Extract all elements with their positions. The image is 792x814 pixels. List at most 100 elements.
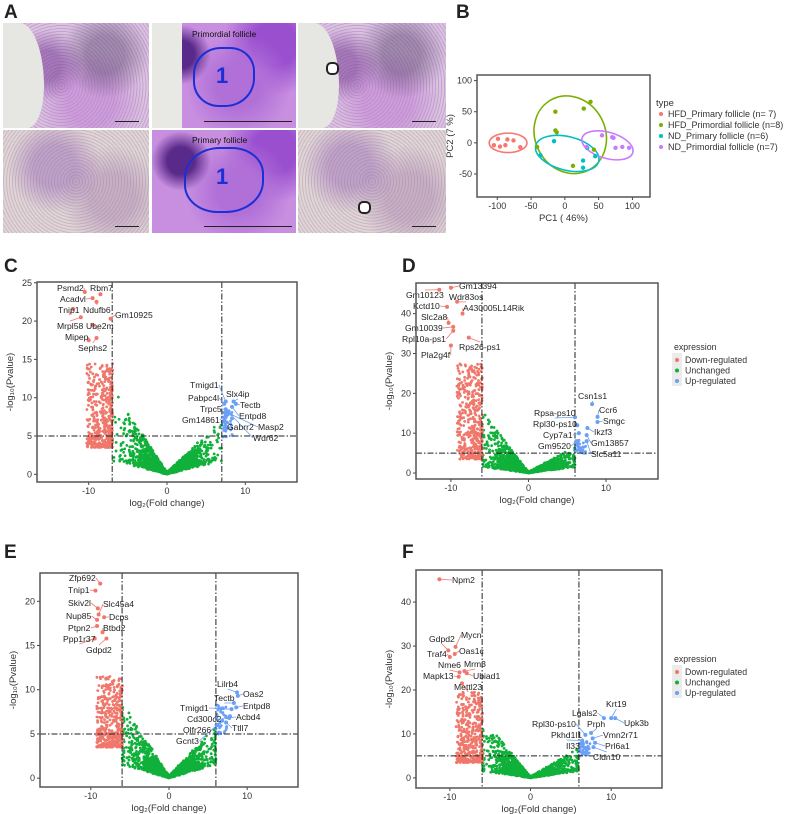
gene-point xyxy=(473,409,477,413)
x-tick-label: 0 xyxy=(562,201,567,211)
gene-point xyxy=(134,461,138,465)
gene-point xyxy=(472,433,476,437)
gene-point xyxy=(485,441,489,445)
gene-point xyxy=(204,755,208,758)
gene-point xyxy=(156,465,160,469)
gene-point xyxy=(141,464,145,467)
gene-point xyxy=(467,370,471,374)
gene-point xyxy=(126,724,129,728)
legend-entry: Down-regulated xyxy=(685,355,747,365)
gene-point xyxy=(123,727,127,731)
gene-label: Rbm7 xyxy=(90,283,113,293)
gene-point xyxy=(460,380,464,384)
gene-point xyxy=(199,460,203,463)
gene-point xyxy=(132,454,135,458)
gene-point xyxy=(122,460,126,463)
gene-point xyxy=(484,458,488,462)
gene-point xyxy=(85,418,89,422)
x-tick-label: 50 xyxy=(594,201,604,211)
gene-point xyxy=(468,412,472,416)
gene-point xyxy=(476,362,479,366)
gene-point xyxy=(191,446,194,450)
gene-point xyxy=(519,463,523,467)
gene-point xyxy=(456,367,460,370)
gene-point xyxy=(186,461,190,464)
gene-point xyxy=(170,469,174,473)
gene-point xyxy=(119,426,123,430)
gene-point xyxy=(218,426,222,429)
y-tick-label: 30 xyxy=(401,349,411,359)
gene-point xyxy=(105,363,109,367)
gene-label: Kctd10 xyxy=(413,301,440,311)
gene-point xyxy=(204,450,208,454)
gene-point xyxy=(100,410,104,413)
gene-point xyxy=(466,414,470,417)
gene-point xyxy=(135,438,139,442)
legend-key xyxy=(675,368,679,373)
gene-point xyxy=(159,461,163,465)
gene-point xyxy=(196,441,199,445)
gene-point xyxy=(95,392,99,396)
y-tick-label: 20 xyxy=(22,316,32,326)
pca-point xyxy=(570,163,576,169)
gene-point xyxy=(118,459,122,463)
gene-point xyxy=(92,428,96,432)
x-tick-label: -100 xyxy=(488,201,506,211)
pca-point xyxy=(495,136,501,142)
gene-point xyxy=(127,429,131,433)
gene-point xyxy=(567,455,571,459)
gene-label: Gm10039 xyxy=(405,323,443,333)
gene-label: A430005L14Rik xyxy=(463,303,525,313)
gene-point xyxy=(192,452,196,456)
gene-point xyxy=(218,446,222,450)
gene-label: Psmd2 xyxy=(57,283,84,293)
gene-point xyxy=(121,457,124,461)
gene-point xyxy=(86,398,90,402)
gene-point xyxy=(542,468,546,472)
gene-label: Ube2m xyxy=(86,321,114,331)
gene-point xyxy=(487,435,491,439)
gene-point xyxy=(546,462,550,465)
gene-point xyxy=(539,464,543,468)
gene-point xyxy=(122,451,126,454)
gene-point xyxy=(168,469,172,473)
gene-point xyxy=(457,427,461,430)
gene-point xyxy=(208,440,212,444)
gene-point xyxy=(91,425,95,429)
gene-point xyxy=(475,433,479,437)
gene-point xyxy=(575,444,579,447)
gene-point xyxy=(563,455,566,459)
gene-point xyxy=(478,406,481,410)
gene-point xyxy=(94,419,98,423)
gene-label: Tmigd1 xyxy=(190,380,219,390)
gene-point xyxy=(189,455,193,459)
gene-label: Slx4ip xyxy=(226,389,250,399)
gene-point xyxy=(482,433,486,437)
gene-point xyxy=(458,433,462,437)
gene-point xyxy=(98,401,102,405)
gene-point xyxy=(103,439,106,442)
gene-point xyxy=(212,452,216,456)
gene-point xyxy=(86,424,90,428)
gene-point xyxy=(93,431,97,435)
gene-point xyxy=(127,418,131,422)
gene-point xyxy=(161,470,165,474)
gene-point xyxy=(212,425,216,429)
pca-point xyxy=(503,143,508,148)
gene-point xyxy=(230,416,233,420)
gene-point xyxy=(564,462,568,466)
micrograph-primordial-zoom: Primordial follicle 1 xyxy=(152,23,296,128)
gene-point xyxy=(483,443,487,447)
gene-point xyxy=(105,391,109,395)
gene-point xyxy=(461,401,464,404)
gene-label: Rps26-ps1 xyxy=(459,342,501,352)
gene-point xyxy=(513,469,516,472)
micrograph-primary-marked xyxy=(298,130,446,233)
gene-point xyxy=(108,401,111,404)
gene-point xyxy=(115,432,119,436)
gene-point xyxy=(143,450,147,454)
x-tick-label: -10 xyxy=(444,483,457,493)
gene-point xyxy=(154,456,158,460)
y-tick-label: 0 xyxy=(467,138,472,148)
